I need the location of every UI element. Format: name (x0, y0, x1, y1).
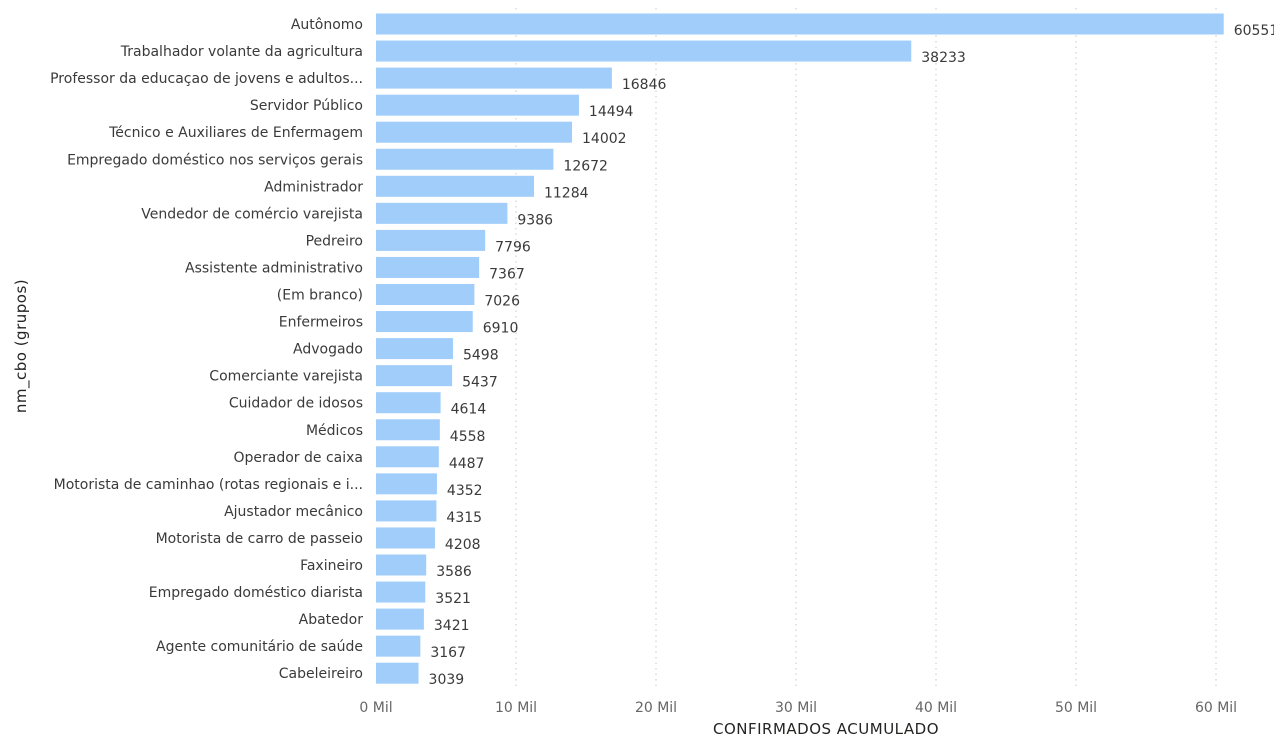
bar[interactable] (376, 202, 508, 224)
bar[interactable] (376, 473, 437, 495)
data-label: 14002 (582, 131, 627, 147)
bar[interactable] (376, 392, 441, 414)
category-label: Professor da educaçao de jovens e adulto… (50, 71, 363, 87)
category-label: Faxineiro (300, 558, 363, 574)
category-label: Advogado (293, 342, 363, 358)
x-tick-label: 50 Mil (1055, 700, 1097, 716)
data-label: 3521 (435, 591, 471, 607)
bar[interactable] (376, 175, 534, 197)
data-label: 7026 (484, 294, 520, 310)
category-label: Comerciante varejista (209, 369, 363, 385)
bar[interactable] (376, 446, 439, 468)
bar[interactable] (376, 40, 912, 62)
data-label: 11284 (544, 185, 589, 201)
data-label: 7796 (495, 239, 531, 255)
data-label: 3421 (434, 618, 470, 634)
category-label: (Em branco) (277, 288, 363, 304)
bar[interactable] (376, 338, 453, 360)
category-label: Pedreiro (306, 233, 363, 249)
x-tick-label: 10 Mil (495, 700, 537, 716)
x-tick-label: 40 Mil (915, 700, 957, 716)
category-label: Administrador (264, 179, 363, 195)
data-label: 60551 (1234, 23, 1274, 39)
data-label: 5498 (463, 348, 499, 364)
data-label: 4315 (446, 510, 482, 526)
bar[interactable] (376, 419, 440, 441)
bar[interactable] (376, 608, 424, 630)
data-label: 14494 (589, 104, 634, 120)
category-label: Médicos (306, 423, 363, 439)
data-label: 4208 (445, 537, 481, 553)
data-label: 38233 (921, 50, 966, 66)
category-label: Ajustador mecânico (224, 504, 363, 520)
category-label: Autônomo (291, 17, 363, 33)
category-label: Servidor Público (250, 98, 363, 114)
category-label: Assistente administrativo (185, 260, 363, 276)
bar[interactable] (376, 365, 453, 387)
data-label: 4487 (449, 456, 485, 472)
bar[interactable] (376, 67, 612, 89)
bar[interactable] (376, 662, 419, 684)
data-label: 3167 (430, 645, 466, 661)
data-label: 4352 (447, 483, 483, 499)
category-label: Operador de caixa (234, 450, 364, 466)
data-label: 7367 (489, 266, 525, 282)
bar[interactable] (376, 527, 435, 549)
category-label: Empregado doméstico nos serviços gerais (67, 152, 363, 168)
data-label: 5437 (462, 375, 498, 391)
data-label: 3039 (429, 672, 465, 688)
category-labels: Autônomo Trabalhador volante da agricultu… (50, 17, 363, 682)
x-axis-ticks: 0 Mil 10 Mil 20 Mil 30 Mil 40 Mil 50 Mil 60 Mi… (359, 700, 1237, 716)
bar[interactable] (376, 121, 573, 143)
category-label: Motorista de carro de passeio (156, 531, 363, 547)
bar[interactable] (376, 635, 421, 657)
bar[interactable] (376, 94, 579, 116)
category-label: Cuidador de idosos (229, 396, 363, 412)
data-label: 12672 (563, 158, 608, 174)
bars (376, 13, 1224, 684)
y-axis-title: nm_cbo (grupos) (12, 279, 31, 413)
data-label: 4558 (450, 429, 486, 445)
category-label: Agente comunitário de saúde (156, 639, 363, 655)
data-label: 6910 (483, 321, 519, 337)
data-label: 4614 (451, 402, 487, 418)
x-axis-title: CONFIRMADOS ACUMULADO (713, 720, 939, 738)
category-label: Trabalhador volante da agricultura (120, 44, 363, 60)
category-label: Técnico e Auxiliares de Enfermagem (108, 125, 363, 141)
category-label: Enfermeiros (279, 315, 363, 331)
x-tick-label: 30 Mil (775, 700, 817, 716)
category-label: Empregado doméstico diarista (149, 585, 363, 601)
category-label: Abatedor (299, 612, 364, 628)
x-tick-label: 60 Mil (1195, 700, 1237, 716)
x-tick-label: 0 Mil (359, 700, 392, 716)
category-label: Motorista de caminhao (rotas regionais e… (54, 477, 363, 493)
category-label: Vendedor de comércio varejista (141, 206, 363, 222)
bar[interactable] (376, 311, 473, 333)
data-label: 16846 (622, 77, 667, 93)
data-label: 3586 (436, 564, 472, 580)
bar[interactable] (376, 581, 426, 603)
bar[interactable] (376, 554, 427, 576)
data-label: 9386 (517, 212, 553, 228)
bar[interactable] (376, 148, 554, 170)
bar[interactable] (376, 256, 480, 278)
bar[interactable] (376, 229, 486, 251)
data-labels: 60551 38233 16846 14494 14002 12672 11284 9386 7… (429, 23, 1274, 688)
bar[interactable] (376, 13, 1224, 35)
bar[interactable] (376, 284, 475, 305)
category-label: Cabeleireiro (279, 666, 363, 682)
bar[interactable] (376, 500, 437, 522)
x-tick-label: 20 Mil (635, 700, 677, 716)
